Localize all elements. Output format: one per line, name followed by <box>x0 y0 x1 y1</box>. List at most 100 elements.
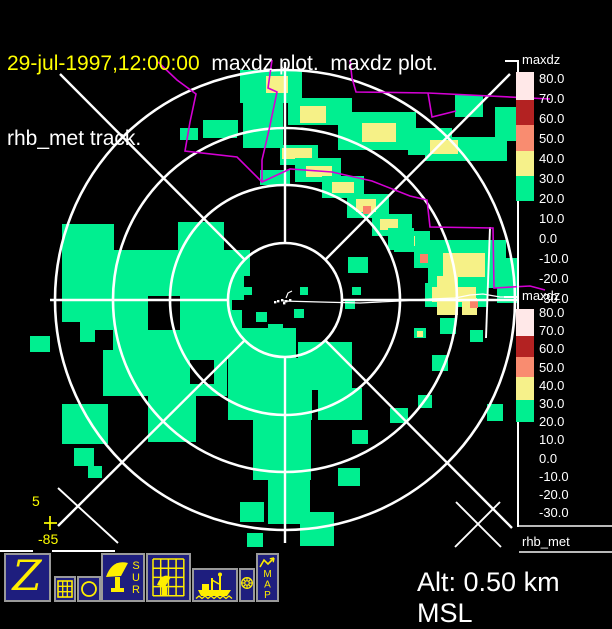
radar-echo-cell <box>300 287 308 295</box>
svg-text:P: P <box>264 590 271 600</box>
track-legend-rule-top <box>519 525 612 527</box>
radar-echo-cell <box>247 533 263 547</box>
radar-echo-cell <box>268 324 283 336</box>
legend-title-1: maxdz <box>522 52 561 67</box>
legend-tick-label: 0.0 <box>539 450 558 466</box>
radar-display[interactable]: 5 -85 <box>0 0 612 604</box>
radar-echo-cell <box>470 330 483 342</box>
altitude-status: Alt: 0.50 km MSL <box>417 567 560 628</box>
legend-tick-label: 40.0 <box>539 377 565 393</box>
radar-echo-cell <box>260 170 290 185</box>
legend-tick-label: -30.0 <box>539 505 569 521</box>
radar-echo-cell <box>318 388 362 420</box>
radar-echo-cell <box>243 287 252 295</box>
azimuth-grid-line <box>59 73 246 261</box>
radar-echo-cell <box>487 404 503 421</box>
radar-echo-cell <box>352 287 361 295</box>
radar-echo-cell <box>256 312 267 322</box>
ship-position-dot <box>277 300 280 303</box>
ship-track-button[interactable] <box>192 568 238 602</box>
legend-tick-label: -30.0 <box>539 291 569 306</box>
title-timestamp: 29-jul-1997,12:00:00 <box>7 52 200 75</box>
legend-tick-label: 60.0 <box>539 341 565 357</box>
radar-grid-icon <box>152 558 185 597</box>
legend-tick-label: 50.0 <box>539 131 565 146</box>
ship-position-dot <box>283 302 286 305</box>
radar-echo-cell <box>88 466 102 478</box>
radar-echo-cell <box>417 331 423 337</box>
legend-tick-label: 50.0 <box>539 359 565 375</box>
radar-echo-cell <box>294 309 304 318</box>
radar-echo-cell <box>363 206 371 214</box>
ship-position-dot <box>281 299 284 302</box>
svg-text:U: U <box>132 572 140 584</box>
longitude-label: -85 <box>38 531 58 547</box>
title-line-2: rhb_met track. <box>7 127 142 150</box>
legend-tick-label: 20.0 <box>539 191 565 206</box>
graticule-line <box>454 501 501 548</box>
radar-echo-cell <box>455 95 483 117</box>
graticule-line <box>57 487 119 544</box>
legend-title-2: maxdz <box>522 288 561 303</box>
radar-echo-cell <box>148 296 180 330</box>
ship-position-dot <box>285 300 288 303</box>
legend-tick-label: 70.0 <box>539 91 565 106</box>
legend-tick-label: -10.0 <box>539 468 569 484</box>
latitude-label: 5 <box>32 493 40 509</box>
map-overlay-line <box>349 59 551 100</box>
radar-echo-cell <box>282 148 312 159</box>
legend-tick-label: -20.0 <box>539 271 569 286</box>
map-overlay-line <box>427 92 457 118</box>
legend-top-tick <box>505 60 518 62</box>
legend-tick-label: 30.0 <box>539 171 565 186</box>
radar-echo-cell <box>338 468 360 486</box>
ship-position-dot <box>274 301 277 304</box>
radar-echo-cell <box>300 106 326 123</box>
legend-color-box <box>516 309 534 336</box>
radar-echo-cell <box>345 300 355 309</box>
legend-tick-label: 0.0 <box>539 231 558 246</box>
ship-icon <box>195 572 233 600</box>
radar-plot-svg: 5 -85 <box>0 59 551 552</box>
window-title: 29-jul-1997,12:00:00 maxdz plot. maxdz p… <box>7 1 438 176</box>
radar-echo-cell <box>443 253 485 277</box>
zebra-logo-button[interactable]: Z <box>4 553 51 602</box>
zebra-logo-icon: Z <box>10 555 42 600</box>
svg-text:M: M <box>263 569 271 580</box>
legend-divider-line <box>517 60 519 527</box>
radar-echo-cell <box>495 107 517 141</box>
legend-color-box <box>516 100 534 125</box>
ship-track-hook <box>285 290 293 299</box>
map-overlay-line <box>157 61 263 183</box>
rhi-scan-button[interactable] <box>146 553 191 602</box>
legend-color-box <box>516 72 534 100</box>
legend-tick-label: 10.0 <box>539 211 565 226</box>
graticule-line <box>485 226 491 339</box>
map-icon: MAP <box>259 557 275 600</box>
title-line-1: 29-jul-1997,12:00:00 maxdz plot. maxdz p… <box>7 51 438 76</box>
legend-color-box <box>516 336 534 357</box>
radar-web-button[interactable] <box>239 568 255 602</box>
svg-text:S: S <box>132 560 139 572</box>
legend-tick-label: 80.0 <box>539 71 565 86</box>
azimuth-grid-line <box>57 339 246 527</box>
legend-color-box <box>516 400 534 422</box>
legend-color-box <box>516 125 534 151</box>
azimuth-grid-line <box>324 73 511 261</box>
radar-echo-cell <box>437 276 458 315</box>
circle-icon <box>81 581 97 597</box>
ship-track-line <box>282 293 517 304</box>
radar-echo-cell <box>388 228 414 250</box>
legend-color-box <box>516 377 534 400</box>
legend-color-box <box>516 357 534 377</box>
circle-tool-button[interactable] <box>77 576 101 602</box>
radar-echo-cell <box>352 430 368 444</box>
radar-echo-cell <box>178 222 224 258</box>
radar-echo-cell <box>243 100 283 148</box>
polar-web-icon <box>241 577 253 589</box>
radar-echo-cell <box>298 342 352 390</box>
grid-tool-button[interactable] <box>54 576 76 602</box>
legend-tick-label: -20.0 <box>539 487 569 502</box>
